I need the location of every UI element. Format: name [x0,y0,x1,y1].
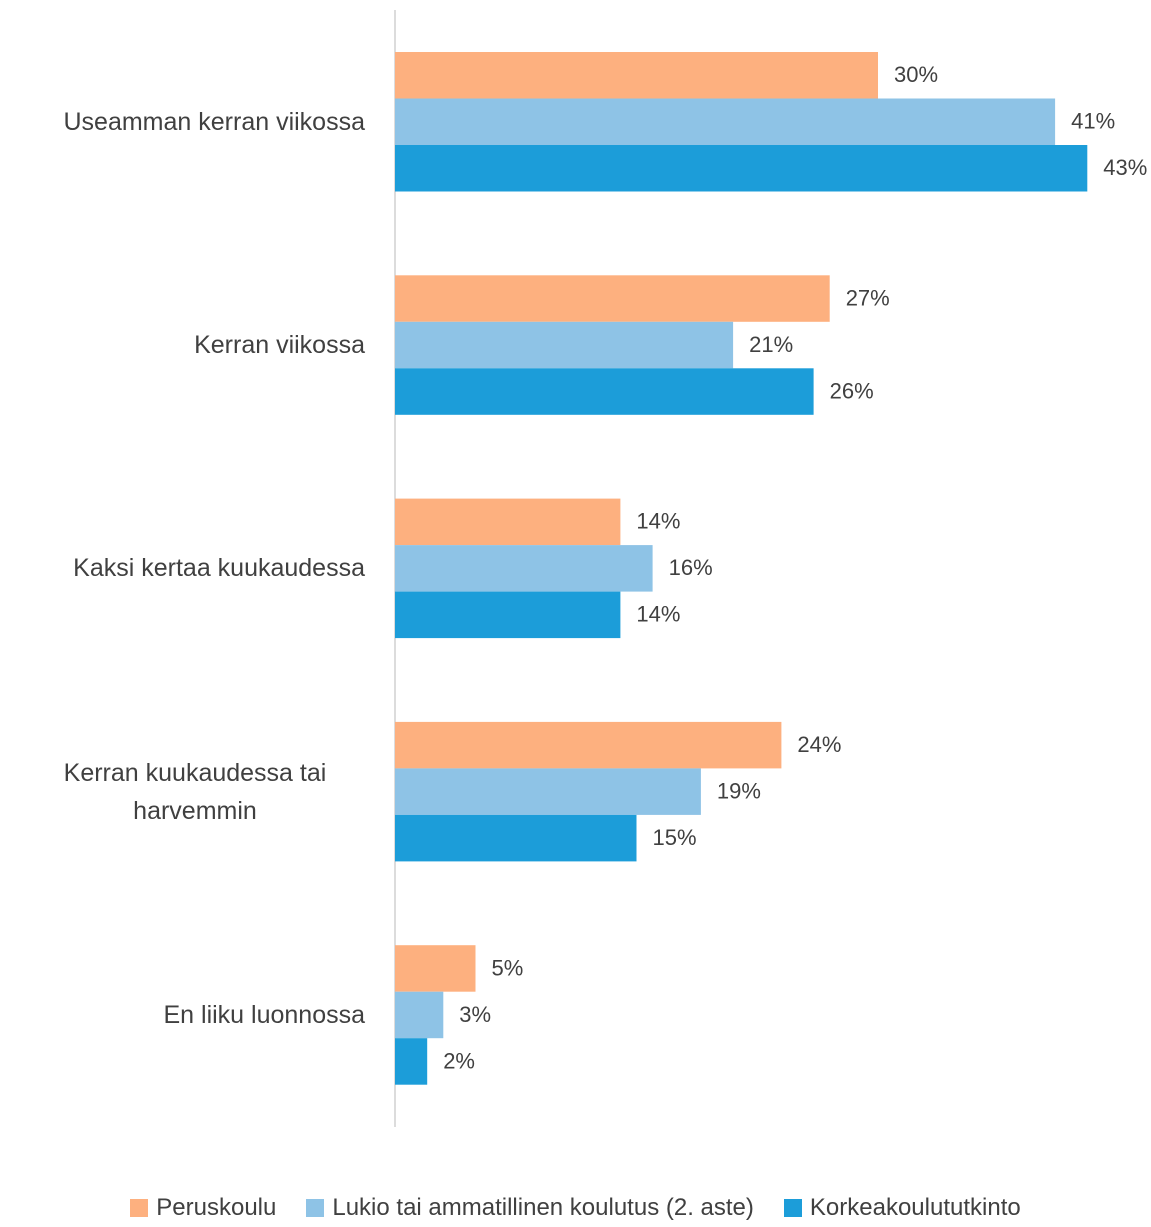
category-label: Kerran viikossa [194,331,365,360]
value-label: 30% [894,62,938,87]
bar [395,321,734,369]
category-label: Kerran kuukaudessa tai harvemmin [63,758,327,825]
category-label-box: Kaksi kertaa kuukaudessa [10,549,365,587]
legend-swatch [783,1199,802,1217]
category-label: Kaksi kertaa kuukaudessa [73,554,365,583]
legend-item: Korkeakoulututkinto [783,1194,1021,1222]
legend-swatch [306,1199,325,1217]
value-label: 21% [749,332,793,357]
value-label: 19% [717,778,761,803]
bar [395,814,637,862]
category-label-box: En liiku luonnossa [10,996,365,1034]
bar [395,945,476,992]
bar [395,991,444,1039]
value-label: 16% [669,555,713,580]
bar [395,368,814,415]
value-label: 41% [1071,109,1115,134]
value-label: 43% [1103,155,1147,180]
legend-label: Korkeakoulututkinto [809,1194,1021,1221]
bar [395,98,1056,145]
value-label: 26% [830,378,874,403]
bar [395,545,653,592]
legend-item: Lukio tai ammatillinen koulutus (2. aste… [306,1194,754,1222]
bar [395,591,621,639]
bar [395,275,830,322]
category-label-box: Kerran viikossa [10,326,365,364]
legend-swatch [130,1199,149,1217]
value-label: 14% [636,509,680,534]
value-label: 2% [443,1048,475,1073]
category-label-box: Useamman kerran viikossa [10,103,366,141]
bar [395,498,621,546]
legend-label: Lukio tai ammatillinen koulutus (2. aste… [332,1194,754,1221]
value-label: 14% [636,602,680,627]
category-label: Useamman kerran viikossa [63,107,366,136]
value-label: 3% [459,1002,491,1027]
bar [395,1038,428,1085]
bar [395,721,782,769]
category-label: En liiku luonnossa [163,1000,365,1029]
value-label: 24% [797,732,841,757]
bar [395,768,701,815]
value-label: 27% [846,285,890,310]
value-label: 5% [492,955,524,980]
legend: Peruskoulu Lukio tai ammatillinen koulutu… [0,1194,1151,1222]
chart: 30% 41% 43% 27% 21% 26% 14% 16% 14% 24% 19% 15% 5%3%… [394,10,1147,1127]
value-label: 15% [653,825,697,850]
category-label-box: Kerran kuukaudessa tai harvemmin [10,754,365,830]
bar [395,52,878,99]
bar [395,145,1088,192]
legend-label: Peruskoulu [156,1194,277,1221]
legend-item: Peruskoulu [130,1194,276,1222]
